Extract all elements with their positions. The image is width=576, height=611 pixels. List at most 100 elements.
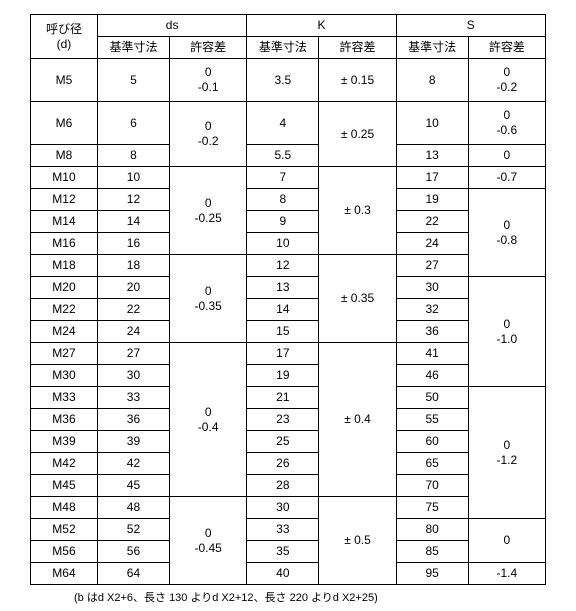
cell-s: 13 xyxy=(396,145,468,167)
cell-k: 13 xyxy=(247,277,319,299)
cell-s: 85 xyxy=(396,541,468,563)
cell-d: M14 xyxy=(31,211,98,233)
hdr-d: 呼び径(d) xyxy=(31,15,98,59)
cell-d: M56 xyxy=(31,541,98,563)
cell-d: M20 xyxy=(31,277,98,299)
hdr-s-std: 基準寸法 xyxy=(396,37,468,59)
cell-k: 35 xyxy=(247,541,319,563)
cell-k: 4 xyxy=(247,102,319,145)
table-row: M64 64 40 95 -1.4 xyxy=(31,563,546,585)
footnote: (b はd X2+6、長さ 130 よりd X2+12、長さ 220 よりd X… xyxy=(30,589,546,605)
table-row: M10 10 0-0.25 7 ± 0.3 17 -0.7 xyxy=(31,167,546,189)
hdr-k: K xyxy=(247,15,396,37)
cell-k: 10 xyxy=(247,233,319,255)
table-row: M33 33 21 50 0-1.2 xyxy=(31,387,546,409)
cell-s: 8 xyxy=(396,59,468,102)
cell-k: 8 xyxy=(247,189,319,211)
cell-ds: 14 xyxy=(97,211,169,233)
cell-ds-tol: 0-0.4 xyxy=(170,343,247,497)
hdr-ds-tol: 許容差 xyxy=(170,37,247,59)
cell-d: M45 xyxy=(31,475,98,497)
cell-s-tol: 0-1.0 xyxy=(468,277,545,387)
cell-k: 15 xyxy=(247,321,319,343)
cell-s-tol: -1.4 xyxy=(468,563,545,585)
cell-s-tol: 0-0.2 xyxy=(468,59,545,102)
cell-s: 50 xyxy=(396,387,468,409)
cell-s: 70 xyxy=(396,475,468,497)
cell-k: 21 xyxy=(247,387,319,409)
cell-s: 24 xyxy=(396,233,468,255)
cell-ds-tol: 0-0.25 xyxy=(170,167,247,255)
cell-k: 14 xyxy=(247,299,319,321)
cell-s-tol: -0.7 xyxy=(468,167,545,189)
cell-d: M64 xyxy=(31,563,98,585)
cell-k-tol: ± 0.25 xyxy=(319,102,396,167)
cell-ds: 5 xyxy=(97,59,169,102)
cell-k: 30 xyxy=(247,497,319,519)
cell-k: 3.5 xyxy=(247,59,319,102)
cell-ds: 22 xyxy=(97,299,169,321)
cell-d: M12 xyxy=(31,189,98,211)
cell-d: M10 xyxy=(31,167,98,189)
cell-s: 80 xyxy=(396,519,468,541)
cell-ds: 8 xyxy=(97,145,169,167)
cell-ds: 48 xyxy=(97,497,169,519)
cell-d: M52 xyxy=(31,519,98,541)
table-row: M5 5 0-0.1 3.5 ± 0.15 8 0-0.2 xyxy=(31,59,546,102)
table-row: M20 20 13 30 0-1.0 xyxy=(31,277,546,299)
cell-d: M27 xyxy=(31,343,98,365)
cell-s: 32 xyxy=(396,299,468,321)
spec-table: 呼び径(d) ds K S 基準寸法 許容差 基準寸法 許容差 基準寸法 許容差… xyxy=(30,14,546,585)
cell-k: 17 xyxy=(247,343,319,365)
cell-ds-tol: 0-0.2 xyxy=(170,102,247,167)
cell-d: M5 xyxy=(31,59,98,102)
cell-s-tol: 0-1.2 xyxy=(468,387,545,519)
cell-ds: 42 xyxy=(97,453,169,475)
cell-s: 55 xyxy=(396,409,468,431)
cell-ds: 64 xyxy=(97,563,169,585)
cell-s: 95 xyxy=(396,563,468,585)
cell-k: 12 xyxy=(247,255,319,277)
cell-ds: 39 xyxy=(97,431,169,453)
cell-d: M30 xyxy=(31,365,98,387)
cell-s: 41 xyxy=(396,343,468,365)
cell-s: 75 xyxy=(396,497,468,519)
cell-ds: 36 xyxy=(97,409,169,431)
cell-ds: 52 xyxy=(97,519,169,541)
cell-ds: 27 xyxy=(97,343,169,365)
cell-d: M6 xyxy=(31,102,98,145)
cell-s: 10 xyxy=(396,102,468,145)
cell-ds: 45 xyxy=(97,475,169,497)
cell-ds: 24 xyxy=(97,321,169,343)
cell-s: 65 xyxy=(396,453,468,475)
cell-s-tol: 0-0.8 xyxy=(468,189,545,277)
cell-d: M33 xyxy=(31,387,98,409)
cell-d: M16 xyxy=(31,233,98,255)
cell-ds-tol: 0-0.45 xyxy=(170,497,247,585)
cell-ds: 20 xyxy=(97,277,169,299)
cell-s: 22 xyxy=(396,211,468,233)
cell-d: M42 xyxy=(31,453,98,475)
cell-ds-tol: 0-0.35 xyxy=(170,255,247,343)
hdr-k-tol: 許容差 xyxy=(319,37,396,59)
hdr-k-std: 基準寸法 xyxy=(247,37,319,59)
hdr-ds-std: 基準寸法 xyxy=(97,37,169,59)
cell-s: 46 xyxy=(396,365,468,387)
cell-k-tol: ± 0.35 xyxy=(319,255,396,343)
cell-s-tol: 0-0.6 xyxy=(468,102,545,145)
cell-k: 19 xyxy=(247,365,319,387)
cell-s: 17 xyxy=(396,167,468,189)
cell-s: 36 xyxy=(396,321,468,343)
cell-s: 60 xyxy=(396,431,468,453)
table-row: M52 52 33 80 0 xyxy=(31,519,546,541)
cell-k: 25 xyxy=(247,431,319,453)
cell-s: 27 xyxy=(396,255,468,277)
cell-d: M18 xyxy=(31,255,98,277)
cell-k: 28 xyxy=(247,475,319,497)
hdr-ds: ds xyxy=(97,15,246,37)
cell-k: 5.5 xyxy=(247,145,319,167)
cell-d: M24 xyxy=(31,321,98,343)
cell-k-tol: ± 0.4 xyxy=(319,343,396,497)
cell-k: 23 xyxy=(247,409,319,431)
cell-k: 26 xyxy=(247,453,319,475)
